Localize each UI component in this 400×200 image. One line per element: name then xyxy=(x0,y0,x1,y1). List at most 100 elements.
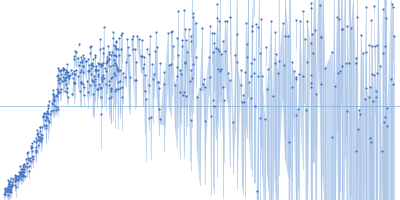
Point xyxy=(78,81,85,84)
Point xyxy=(98,62,104,66)
Point xyxy=(112,44,118,48)
Point xyxy=(71,82,78,85)
Point xyxy=(44,119,51,122)
Point xyxy=(226,78,233,82)
Point xyxy=(178,72,184,75)
Point xyxy=(54,105,60,108)
Point xyxy=(211,42,218,45)
Point xyxy=(187,79,194,82)
Point xyxy=(35,144,41,147)
Point xyxy=(149,62,155,65)
Point xyxy=(38,140,44,143)
Point xyxy=(110,37,117,40)
Point xyxy=(157,61,163,64)
Point xyxy=(308,74,314,77)
Point xyxy=(64,74,71,77)
Point xyxy=(30,155,36,158)
Point xyxy=(377,64,384,67)
Point xyxy=(144,48,150,51)
Point xyxy=(107,89,114,92)
Point xyxy=(293,114,300,117)
Point xyxy=(12,176,18,179)
Point xyxy=(184,50,190,54)
Point xyxy=(46,120,52,123)
Point xyxy=(339,64,345,67)
Point xyxy=(29,141,36,144)
Point xyxy=(16,173,23,176)
Point xyxy=(55,107,61,110)
Point xyxy=(75,56,81,59)
Point xyxy=(106,51,112,54)
Point xyxy=(29,149,36,152)
Point xyxy=(214,17,220,20)
Point xyxy=(43,115,49,118)
Point xyxy=(33,137,39,140)
Point xyxy=(308,85,314,88)
Point xyxy=(40,113,47,116)
Point xyxy=(7,187,13,191)
Point xyxy=(12,183,18,186)
Point xyxy=(218,53,224,56)
Point xyxy=(293,75,300,78)
Point xyxy=(2,193,8,196)
Point xyxy=(106,83,112,86)
Point xyxy=(33,138,40,141)
Point xyxy=(50,89,56,92)
Point xyxy=(111,53,118,56)
Point xyxy=(56,76,63,79)
Point xyxy=(111,44,118,47)
Point xyxy=(142,73,149,76)
Point xyxy=(92,77,98,80)
Point xyxy=(56,81,62,85)
Point xyxy=(156,107,162,110)
Point xyxy=(344,110,350,113)
Point xyxy=(310,51,316,55)
Point xyxy=(106,65,113,68)
Point xyxy=(28,155,35,159)
Point xyxy=(38,137,44,140)
Point xyxy=(356,108,362,111)
Point xyxy=(89,78,96,81)
Point xyxy=(384,107,391,110)
Point xyxy=(209,31,216,34)
Point xyxy=(95,75,101,78)
Point xyxy=(70,55,77,58)
Point xyxy=(76,61,83,64)
Point xyxy=(185,27,192,31)
Point xyxy=(12,173,18,176)
Point xyxy=(125,45,131,48)
Point xyxy=(288,86,295,89)
Point xyxy=(211,105,218,108)
Point xyxy=(54,94,60,98)
Point xyxy=(65,74,72,77)
Point xyxy=(19,173,26,176)
Point xyxy=(109,50,116,53)
Point xyxy=(168,30,174,34)
Point xyxy=(100,76,107,79)
Point xyxy=(309,32,315,35)
Point xyxy=(346,62,352,65)
Point xyxy=(53,108,60,111)
Point xyxy=(136,38,142,41)
Point xyxy=(92,69,98,72)
Point xyxy=(60,66,66,69)
Point xyxy=(343,61,349,64)
Point xyxy=(193,21,200,24)
Point xyxy=(214,3,221,6)
Point xyxy=(94,72,101,75)
Point xyxy=(348,27,354,30)
Point xyxy=(90,80,96,83)
Point xyxy=(5,188,11,191)
Point xyxy=(238,68,244,71)
Point xyxy=(92,53,99,57)
Point xyxy=(43,114,50,118)
Point xyxy=(207,25,214,28)
Point xyxy=(77,70,84,73)
Point xyxy=(33,151,39,154)
Point xyxy=(20,175,26,178)
Point xyxy=(41,124,48,127)
Point xyxy=(390,5,396,8)
Point xyxy=(1,193,7,196)
Point xyxy=(302,38,308,41)
Point xyxy=(87,45,93,49)
